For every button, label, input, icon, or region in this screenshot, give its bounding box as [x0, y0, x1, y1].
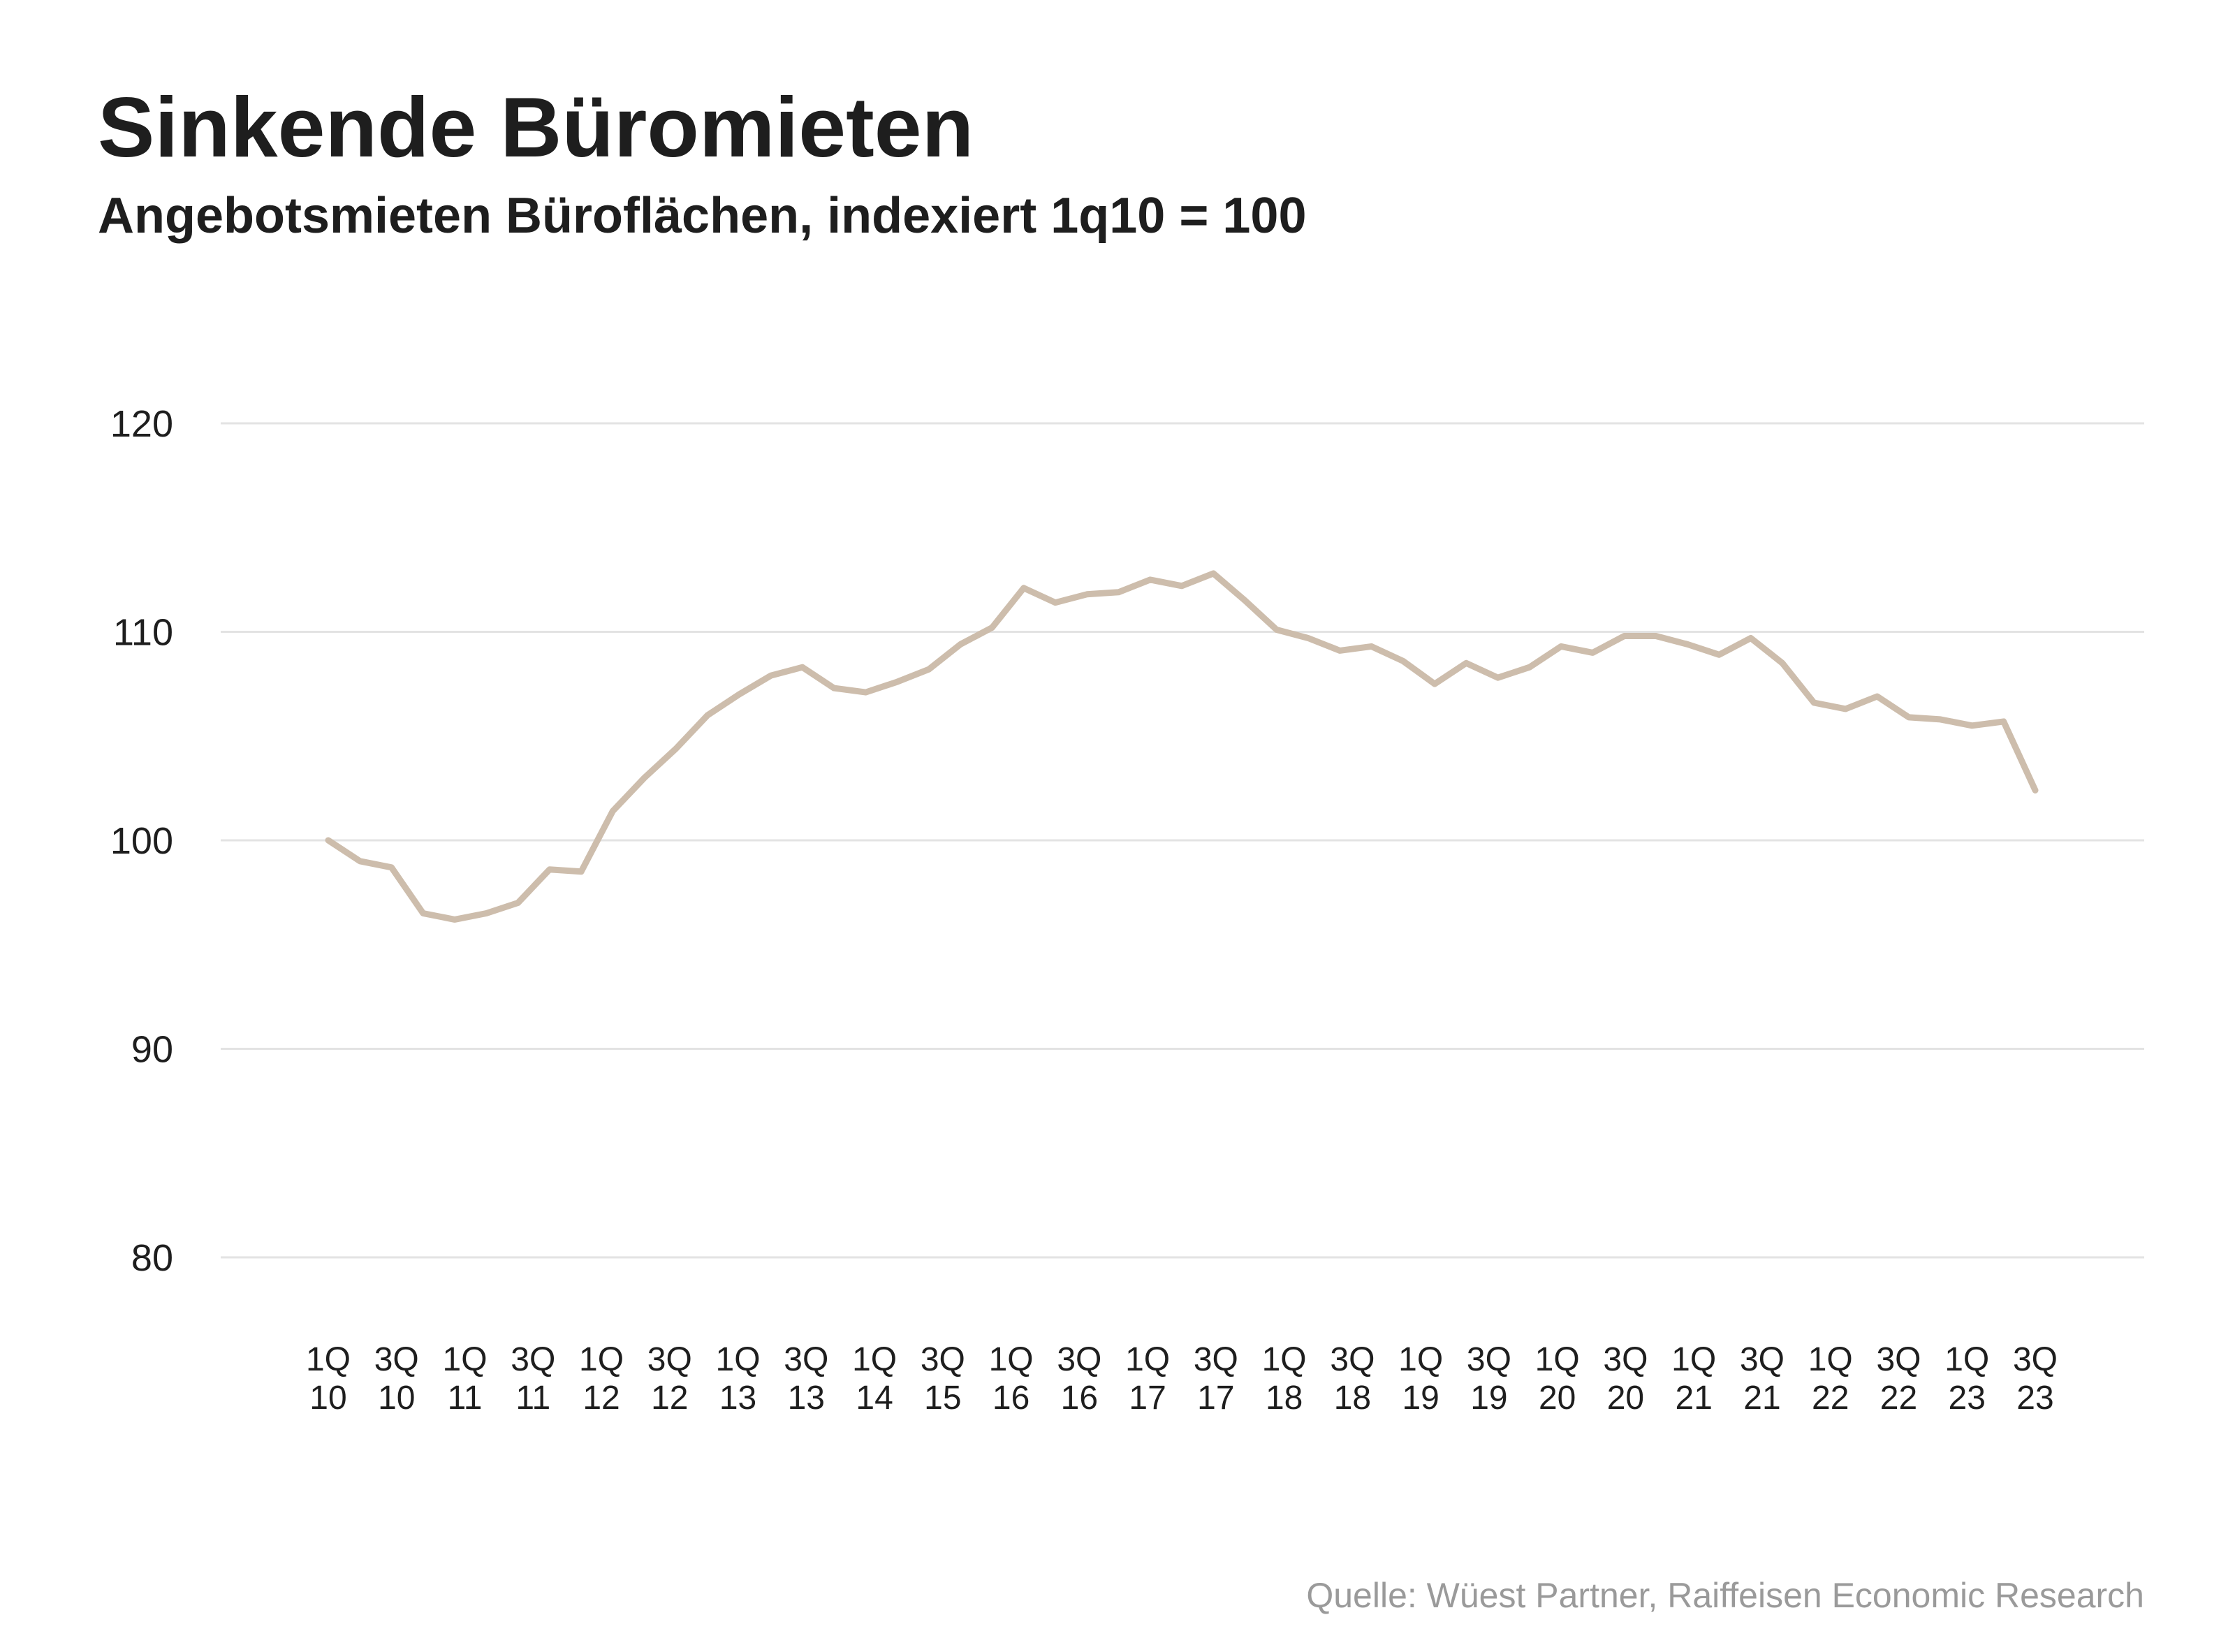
- chart-subtitle: Angebotsmieten Büroflächen, indexiert 1q…: [98, 188, 1307, 244]
- x-tick-label: 3Q 23: [2013, 1341, 2058, 1417]
- x-tick-label: 1Q 21: [1671, 1341, 1716, 1417]
- x-tick-label: 3Q 21: [1740, 1341, 1785, 1417]
- x-tick-label: 1Q 14: [852, 1341, 897, 1417]
- x-tick-label: 3Q 19: [1467, 1341, 1511, 1417]
- x-tick-label: 1Q 11: [443, 1341, 488, 1417]
- series-layer: [325, 570, 2039, 923]
- x-axis-ticks: 1Q 10 3Q 10 1Q 11 3Q 11 1Q 12 3Q 12 1Q 13 3Q 13 1Q 14 3Q 15…: [306, 1341, 2058, 1417]
- x-tick-label: 3Q 16: [1057, 1341, 1101, 1417]
- y-tick-label-110: 110: [113, 612, 173, 654]
- x-tick-label: 1Q 22: [1808, 1341, 1853, 1417]
- x-tick-label: 1Q 12: [579, 1341, 624, 1417]
- x-tick-label: 1Q 18: [1262, 1341, 1307, 1417]
- x-tick-label: 1Q 13: [716, 1341, 761, 1417]
- x-tick-label: 3Q 22: [1876, 1341, 1921, 1417]
- y-tick-label-90: 90: [131, 1029, 173, 1071]
- x-tick-label: 1Q 20: [1535, 1341, 1580, 1417]
- x-tick-label: 3Q 13: [784, 1341, 828, 1417]
- x-tick-label: 3Q 15: [921, 1341, 965, 1417]
- x-tick-label: 3Q 17: [1194, 1341, 1238, 1417]
- y-tick-label-100: 100: [110, 820, 173, 862]
- x-tick-label: 3Q 20: [1603, 1341, 1648, 1417]
- series-line-0: [325, 570, 2039, 923]
- source-note: Quelle: Wüest Partner, Raiffeisen Econom…: [1306, 1576, 2144, 1615]
- x-tick-label: 3Q 12: [647, 1341, 692, 1417]
- x-tick-label: 1Q 16: [989, 1341, 1034, 1417]
- x-tick-label: 3Q 11: [511, 1341, 555, 1417]
- gridlines: [221, 422, 2144, 1259]
- x-tick-label: 1Q 17: [1125, 1341, 1170, 1417]
- chart-title: Sinkende Büromieten: [98, 80, 974, 175]
- y-tick-label-120: 120: [110, 403, 173, 445]
- x-tick-label: 1Q 19: [1398, 1341, 1443, 1417]
- x-tick-label: 3Q 18: [1330, 1341, 1375, 1417]
- x-tick-label: 1Q 23: [1944, 1341, 1989, 1417]
- x-tick-label: 3Q 10: [374, 1341, 419, 1417]
- x-tick-label: 1Q 10: [306, 1341, 351, 1417]
- y-tick-label-80: 80: [131, 1237, 173, 1279]
- y-axis-ticks: 80 90 100 110 120: [110, 403, 173, 1279]
